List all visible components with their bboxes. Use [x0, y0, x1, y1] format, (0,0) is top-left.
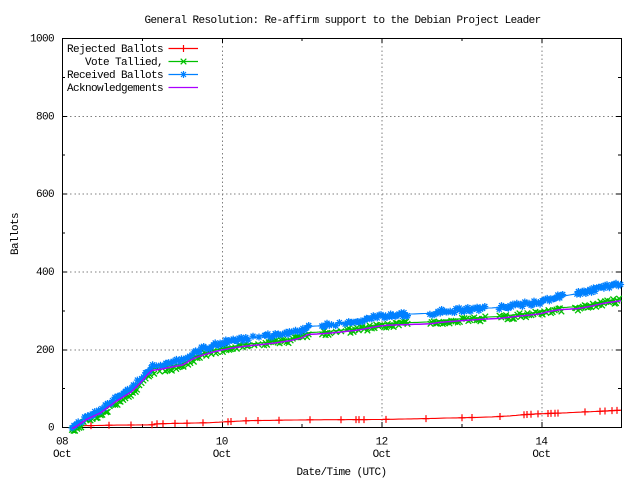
svg-text:General Resolution: Re-affirm: General Resolution: Re-affirm support to… — [145, 15, 541, 27]
svg-text:12: 12 — [376, 437, 388, 449]
svg-text:Vote Tallied,: Vote Tallied, — [85, 57, 163, 69]
svg-text:Oct: Oct — [532, 449, 550, 461]
svg-text:10: 10 — [216, 437, 228, 449]
svg-text:Acknowledgements: Acknowledgements — [67, 83, 163, 95]
svg-text:08: 08 — [56, 437, 68, 449]
svg-text:200: 200 — [36, 345, 54, 357]
svg-text:800: 800 — [36, 111, 54, 123]
svg-text:0: 0 — [48, 423, 54, 435]
svg-text:Received Ballots: Received Ballots — [67, 70, 163, 82]
svg-text:Oct: Oct — [373, 449, 391, 461]
svg-text:1000: 1000 — [30, 34, 54, 46]
svg-text:Rejected Ballots: Rejected Ballots — [67, 44, 163, 56]
svg-text:14: 14 — [535, 437, 548, 449]
svg-text:400: 400 — [36, 267, 54, 279]
svg-text:Date/Time (UTC): Date/Time (UTC) — [297, 467, 387, 479]
svg-text:Oct: Oct — [53, 449, 71, 461]
svg-text:Oct: Oct — [213, 449, 231, 461]
svg-text:600: 600 — [36, 189, 54, 201]
svg-text:Ballots: Ballots — [10, 213, 22, 255]
